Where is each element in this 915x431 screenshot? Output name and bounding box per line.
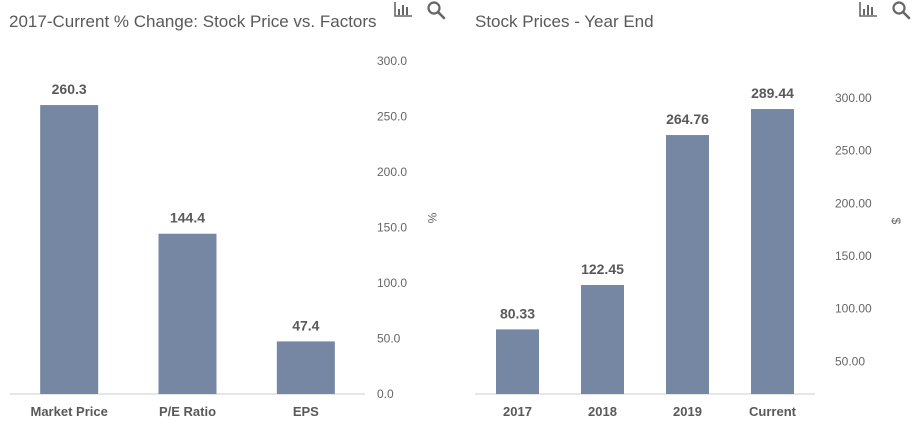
y-tick-label: 200.0	[377, 165, 407, 179]
x-tick-label: 2018	[588, 404, 617, 419]
bar	[496, 329, 539, 394]
bar-chart-percent-change: 0.0 50.0 100.0 150.0 200.0 250.0 300.0% 260.3 Ma…	[10, 54, 439, 419]
data-label: 289.44	[751, 85, 794, 101]
bar	[581, 284, 624, 394]
y-tick-label: 0.0	[377, 387, 394, 401]
y-tick-label: 250.0	[377, 110, 407, 124]
x-tick-label: EPS	[293, 404, 319, 419]
x-tick-label: P/E Ratio	[159, 404, 216, 419]
y-tick-label: 100.00	[835, 302, 872, 316]
bar	[40, 105, 99, 394]
x-tick-label: Market Price	[31, 404, 108, 419]
x-tick-label: Current	[749, 404, 797, 419]
y-tick-label: 50.00	[835, 354, 865, 368]
bar	[158, 233, 217, 394]
chart-title: 2017-Current % Change: Stock Price vs. F…	[9, 12, 377, 31]
chart-title: Stock Prices - Year End	[475, 12, 654, 31]
y-tick-label: 200.00	[835, 196, 872, 210]
data-label: 80.33	[500, 305, 535, 321]
x-tick-label: 2017	[503, 404, 532, 419]
bar-chart-stock-prices: 50.00 100.00 150.00 200.00 250.00 300.00 $80.3…	[475, 85, 903, 419]
search-icon[interactable]	[891, 0, 913, 20]
bar	[751, 109, 794, 394]
bar	[666, 135, 709, 394]
y-tick-label: 150.0	[377, 221, 407, 235]
y-tick-label: 300.0	[377, 54, 407, 68]
data-label: 264.76	[666, 111, 709, 127]
bar-chart-icon[interactable]	[392, 0, 414, 20]
y-tick-label: 150.00	[835, 249, 872, 263]
chart-panel-percent-change: 2017-Current % Change: Stock Price vs. F…	[9, 0, 448, 419]
x-tick-label: 2019	[673, 404, 702, 419]
y-axis-label: %	[425, 213, 439, 224]
data-label: 122.45	[581, 261, 624, 277]
data-label: 260.3	[52, 81, 87, 97]
y-axis-label: $	[889, 218, 903, 225]
search-icon[interactable]	[426, 0, 448, 20]
y-tick-label: 100.0	[377, 276, 407, 290]
chart-panel-stock-prices: Stock Prices - Year End 50.00 100.00 150.0…	[460, 0, 915, 431]
y-tick-label: 250.00	[835, 144, 872, 158]
y-tick-label: 50.0	[377, 332, 401, 346]
bar	[276, 341, 335, 394]
data-label: 144.4	[170, 210, 205, 226]
bar-chart-icon[interactable]	[857, 0, 879, 20]
y-tick-label: 300.00	[835, 91, 872, 105]
data-label: 47.4	[292, 317, 319, 333]
